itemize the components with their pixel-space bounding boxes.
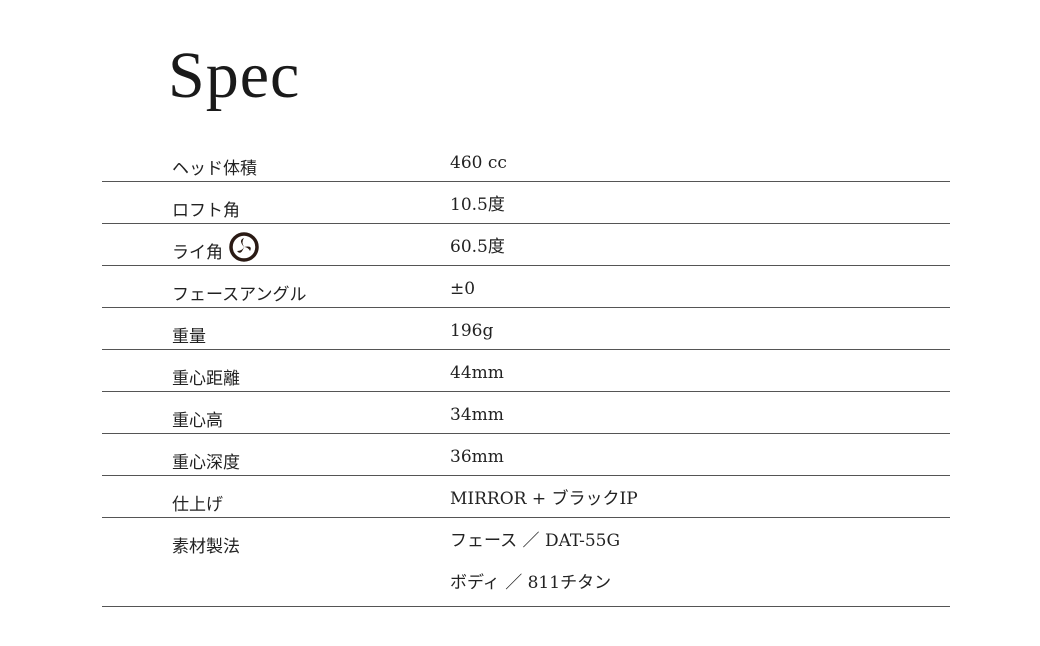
spec-table: ヘッド体積 460 cc ロフト角 10.5度ライ角 60.5度フェースアングル ±0 重量… bbox=[102, 140, 950, 607]
spec-value: 36mm bbox=[450, 436, 504, 478]
spec-label: 重心距離 bbox=[172, 364, 240, 389]
spec-label: 重心深度 bbox=[172, 448, 240, 473]
spec-value: 60.5度 bbox=[450, 226, 505, 268]
spec-label: ライ角 bbox=[172, 231, 259, 263]
spec-label-text: フェースアングル bbox=[172, 285, 307, 305]
spec-label-text: ライ角 bbox=[172, 243, 223, 263]
spec-label-text: 素材製法 bbox=[172, 537, 240, 557]
spec-label: 重心高 bbox=[172, 406, 223, 431]
spec-label-text: 重量 bbox=[172, 327, 206, 347]
spec-label-text: 仕上げ bbox=[172, 495, 223, 515]
spec-value: MIRROR + ブラックIP bbox=[450, 478, 638, 520]
spec-value-line: 196g bbox=[450, 321, 494, 341]
spec-label-text: 重心高 bbox=[172, 411, 223, 431]
spec-value-line: MIRROR + ブラックIP bbox=[450, 489, 638, 509]
spec-value-line: 44mm bbox=[450, 363, 504, 383]
spec-row: ロフト角 10.5度 bbox=[102, 182, 950, 224]
spec-value-line: 60.5度 bbox=[450, 237, 505, 257]
spec-value-line: ±0 bbox=[450, 279, 476, 299]
spec-value-line: 36mm bbox=[450, 447, 504, 467]
spec-label-text: 重心距離 bbox=[172, 369, 240, 389]
spec-row: 重心距離 44mm bbox=[102, 350, 950, 392]
spec-label-text: ヘッド体積 bbox=[172, 159, 257, 179]
spec-value: 44mm bbox=[450, 352, 504, 394]
spec-value-line: 34mm bbox=[450, 405, 504, 425]
spec-value-line: 10.5度 bbox=[450, 195, 505, 215]
spec-label-text: 重心深度 bbox=[172, 453, 240, 473]
page-title: Spec bbox=[168, 39, 301, 112]
spec-value: 460 cc bbox=[450, 142, 507, 184]
spec-label: 素材製法 bbox=[172, 532, 240, 557]
spec-row: 重心高 34mm bbox=[102, 392, 950, 434]
spec-row: フェースアングル ±0 bbox=[102, 266, 950, 308]
spec-row: 重量 196g bbox=[102, 308, 950, 350]
spec-row: ライ角 60.5度 bbox=[102, 224, 950, 266]
spec-value: 196g bbox=[450, 310, 493, 352]
spec-value: ±0 bbox=[450, 268, 475, 310]
spec-value: 10.5度 bbox=[450, 184, 505, 226]
spec-label: ロフト角 bbox=[172, 196, 240, 221]
spec-value: 34mm bbox=[450, 394, 504, 436]
spec-label-text: ロフト角 bbox=[172, 201, 240, 221]
spec-label: 重量 bbox=[172, 322, 206, 347]
spec-row: ヘッド体積 460 cc bbox=[102, 140, 950, 182]
spec-label: ヘッド体積 bbox=[172, 154, 257, 179]
spec-row: 重心深度 36mm bbox=[102, 434, 950, 476]
spec-value-line: ボディ ／ 811チタン bbox=[450, 573, 612, 593]
spec-label: 仕上げ bbox=[172, 490, 223, 515]
mitsudomoe-icon bbox=[229, 231, 259, 262]
spec-value-line: 460 cc bbox=[450, 153, 507, 173]
spec-row: 素材製法 フェース ／ DAT-55G ボディ ／ 811チタン bbox=[102, 518, 950, 607]
spec-value: フェース ／ DAT-55G ボディ ／ 811チタン bbox=[450, 520, 620, 604]
spec-value-line: フェース ／ DAT-55G bbox=[450, 531, 621, 551]
spec-row: 仕上げ MIRROR + ブラックIP bbox=[102, 476, 950, 518]
spec-label: フェースアングル bbox=[172, 280, 306, 305]
